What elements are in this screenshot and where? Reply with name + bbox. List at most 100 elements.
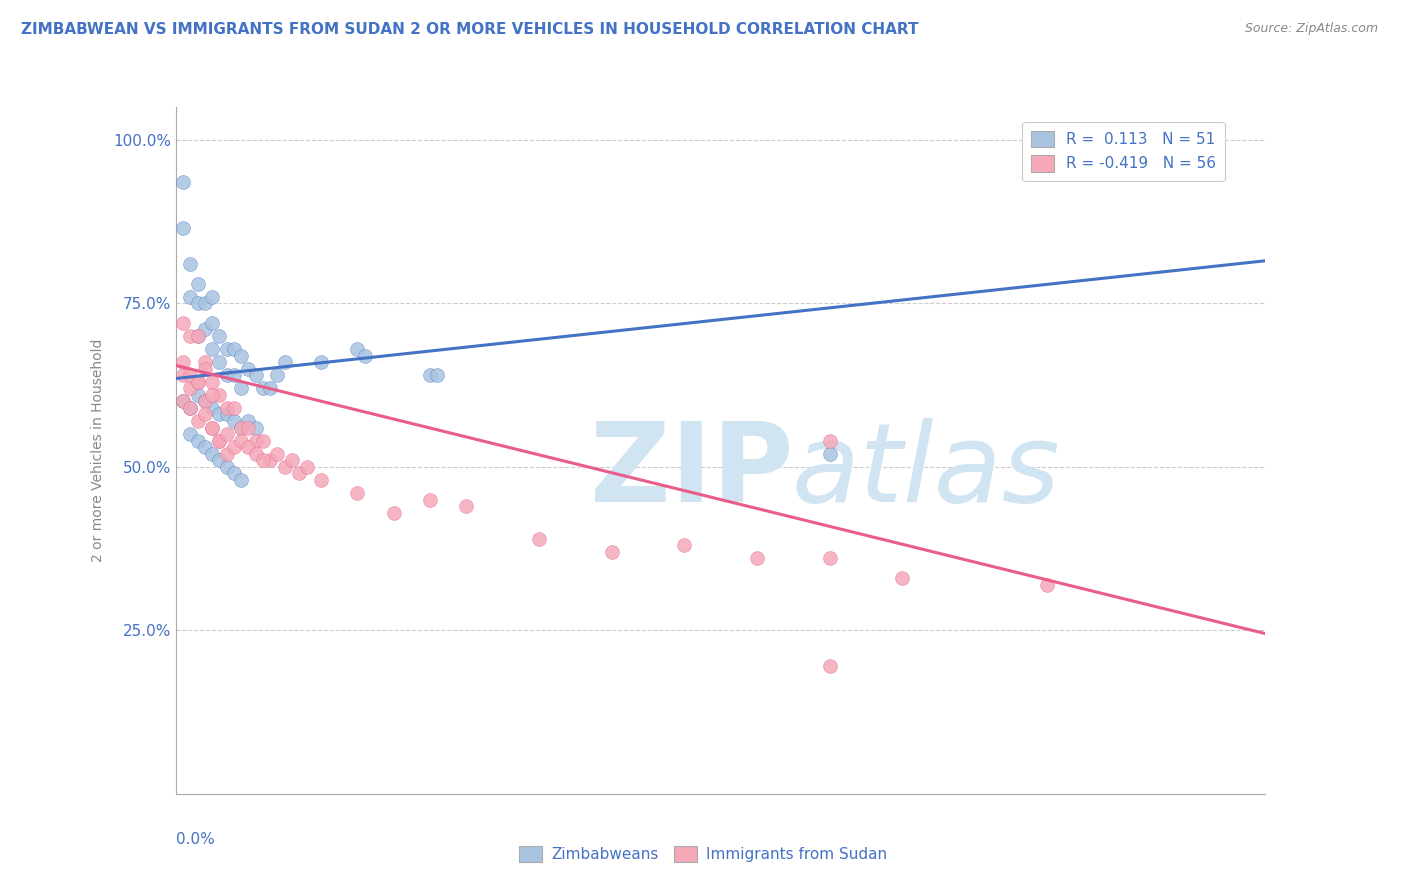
- Point: [245, 447, 267, 461]
- Point: [295, 459, 318, 474]
- Point: [201, 316, 224, 330]
- Point: [456, 499, 478, 513]
- Point: [186, 329, 209, 343]
- Point: [222, 342, 245, 356]
- Point: [222, 414, 245, 428]
- Point: [186, 388, 209, 402]
- Point: [215, 408, 238, 422]
- Point: [215, 342, 238, 356]
- Point: [266, 368, 288, 383]
- Point: [426, 368, 449, 383]
- Point: [201, 290, 224, 304]
- Point: [179, 290, 201, 304]
- Point: [186, 329, 209, 343]
- Point: [252, 381, 274, 395]
- Point: [215, 459, 238, 474]
- Point: [281, 453, 304, 467]
- Point: [1036, 577, 1059, 591]
- Text: ZIP: ZIP: [591, 417, 793, 524]
- Text: ZIMBABWEAN VS IMMIGRANTS FROM SUDAN 2 OR MORE VEHICLES IN HOUSEHOLD CORRELATION : ZIMBABWEAN VS IMMIGRANTS FROM SUDAN 2 OR…: [21, 22, 918, 37]
- Point: [382, 506, 405, 520]
- Point: [222, 368, 245, 383]
- Point: [201, 420, 224, 434]
- Point: [673, 538, 696, 552]
- Point: [194, 394, 217, 409]
- Point: [201, 375, 224, 389]
- Point: [179, 401, 201, 415]
- Point: [172, 175, 194, 189]
- Point: [194, 361, 217, 376]
- Point: [179, 368, 201, 383]
- Point: [419, 368, 441, 383]
- Point: [527, 532, 550, 546]
- Point: [186, 434, 209, 448]
- Point: [208, 329, 231, 343]
- Point: [186, 414, 209, 428]
- Point: [194, 440, 217, 454]
- Point: [266, 447, 288, 461]
- Point: [274, 459, 297, 474]
- Point: [231, 420, 253, 434]
- Point: [201, 401, 224, 415]
- Legend: R =  0.113   N = 51, R = -0.419   N = 56: R = 0.113 N = 51, R = -0.419 N = 56: [1022, 121, 1225, 181]
- Point: [201, 420, 224, 434]
- Point: [179, 329, 201, 343]
- Point: [252, 434, 274, 448]
- Point: [353, 349, 375, 363]
- Point: [208, 434, 231, 448]
- Text: Source: ZipAtlas.com: Source: ZipAtlas.com: [1244, 22, 1378, 36]
- Point: [259, 453, 281, 467]
- Point: [179, 401, 201, 415]
- Point: [172, 368, 194, 383]
- Point: [745, 551, 768, 566]
- Point: [231, 473, 253, 487]
- Point: [208, 408, 231, 422]
- Point: [215, 368, 238, 383]
- Point: [186, 375, 209, 389]
- Point: [245, 420, 267, 434]
- Point: [215, 401, 238, 415]
- Point: [818, 659, 841, 673]
- Point: [600, 545, 623, 559]
- Point: [186, 296, 209, 310]
- Point: [186, 277, 209, 291]
- Point: [818, 447, 841, 461]
- Point: [201, 388, 224, 402]
- Point: [346, 486, 368, 500]
- Point: [259, 381, 281, 395]
- Point: [186, 375, 209, 389]
- Point: [201, 447, 224, 461]
- Point: [818, 551, 841, 566]
- Point: [231, 420, 253, 434]
- Point: [179, 427, 201, 442]
- Point: [238, 414, 260, 428]
- Point: [818, 434, 841, 448]
- Point: [274, 355, 297, 369]
- Point: [238, 420, 260, 434]
- Point: [238, 440, 260, 454]
- Y-axis label: 2 or more Vehicles in Household: 2 or more Vehicles in Household: [90, 339, 104, 562]
- Point: [231, 381, 253, 395]
- Point: [208, 355, 231, 369]
- Point: [891, 571, 914, 585]
- Point: [179, 381, 201, 395]
- Point: [172, 355, 194, 369]
- Point: [231, 349, 253, 363]
- Point: [172, 221, 194, 235]
- Point: [245, 434, 267, 448]
- Point: [222, 440, 245, 454]
- Text: atlas: atlas: [792, 417, 1060, 524]
- Point: [222, 401, 245, 415]
- Point: [252, 453, 274, 467]
- Point: [172, 394, 194, 409]
- Point: [208, 453, 231, 467]
- Legend: Zimbabweans, Immigrants from Sudan: Zimbabweans, Immigrants from Sudan: [513, 839, 893, 868]
- Point: [194, 296, 217, 310]
- Point: [309, 473, 332, 487]
- Point: [208, 388, 231, 402]
- Point: [309, 355, 332, 369]
- Point: [201, 342, 224, 356]
- Point: [346, 342, 368, 356]
- Point: [215, 427, 238, 442]
- Point: [245, 368, 267, 383]
